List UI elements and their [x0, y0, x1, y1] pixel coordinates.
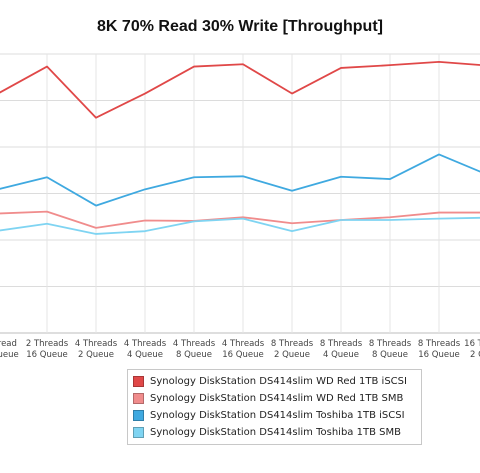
series-line-3	[0, 153, 480, 207]
series-lines	[0, 61, 480, 235]
chart-title: 8K 70% Read 30% Write [Throughput]	[97, 18, 383, 35]
legend-label: Synology DiskStation DS414slim Toshiba 1…	[150, 410, 405, 421]
legend-label: Synology DiskStation DS414slim WD Red 1T…	[150, 393, 404, 404]
legend-swatch	[133, 376, 144, 387]
x-tick-label: 4 Threads 16 Queue	[222, 339, 265, 360]
legend-item-1[interactable]: Synology DiskStation DS414slim WD Red 1T…	[133, 373, 421, 390]
legend-swatch	[133, 393, 144, 404]
legend-item-4[interactable]: Synology DiskStation DS414slim Toshiba 1…	[133, 424, 421, 441]
legend-swatch	[133, 427, 144, 438]
legend-swatch	[133, 410, 144, 421]
legend-item-2[interactable]: Synology DiskStation DS414slim WD Red 1T…	[133, 390, 421, 407]
x-tick-label: 2 Threads 16 Queue	[26, 339, 69, 360]
legend: Synology DiskStation DS414slim WD Red 1T…	[127, 369, 422, 445]
x-tick-label: 8 Threads 8 Queue	[369, 339, 412, 360]
x-tick-label: 8 Threads 16 Queue	[418, 339, 461, 360]
x-tick-label: 4 Threads 2 Queue	[75, 339, 118, 360]
x-tick-label: 8 Threads 4 Queue	[320, 339, 363, 360]
x-tick-label: 4 Threads 4 Queue	[124, 339, 167, 360]
legend-label: Synology DiskStation DS414slim Toshiba 1…	[150, 427, 401, 438]
legend-label: Synology DiskStation DS414slim WD Red 1T…	[150, 376, 407, 387]
legend-item-3[interactable]: Synology DiskStation DS414slim Toshiba 1…	[133, 407, 421, 424]
x-tick-label: 4 Threads 8 Queue	[173, 339, 216, 360]
gridlines	[0, 53, 480, 334]
x-tick-label: 1 Thread16 Queue	[0, 339, 19, 360]
x-tick-label: 8 Threads 2 Queue	[271, 339, 314, 360]
series-line-1	[0, 61, 480, 119]
